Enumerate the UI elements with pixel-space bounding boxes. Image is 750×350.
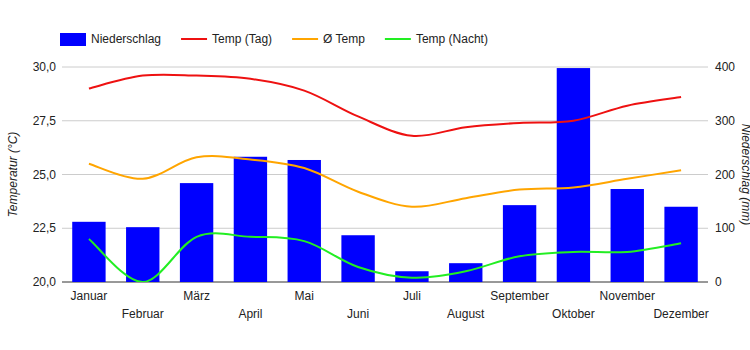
y-tick-label: 22,5 xyxy=(33,221,57,235)
x-tick-label: April xyxy=(238,307,262,321)
bar xyxy=(557,68,590,282)
x-tick-label: Dezember xyxy=(653,307,708,321)
y-tick-label: 30,0 xyxy=(33,60,57,74)
grid-line xyxy=(62,120,708,121)
legend-swatch xyxy=(181,38,207,40)
y2-axis-title: Niederschlag (mm) xyxy=(739,124,750,225)
x-tick-label: Oktober xyxy=(552,307,595,321)
y2-tick xyxy=(708,174,712,175)
y2-tick-label: 100 xyxy=(715,221,735,235)
x-tick-label: Januar xyxy=(71,289,108,303)
x-tick-label: Mai xyxy=(295,289,314,303)
x-tick-label: Juli xyxy=(403,289,421,303)
legend-swatch xyxy=(60,33,86,46)
y-axis-title: Temperatur (°C) xyxy=(6,132,20,218)
y2-tick xyxy=(708,228,712,229)
x-tick-label: September xyxy=(490,289,549,303)
y2-tick xyxy=(708,282,712,283)
legend-label: Temp (Nacht) xyxy=(416,32,488,46)
y2-tick-label: 200 xyxy=(715,168,735,182)
y2-tick xyxy=(708,67,712,68)
legend-swatch xyxy=(385,38,411,40)
x-tick-label: Juni xyxy=(347,307,369,321)
plot-area xyxy=(72,68,698,282)
y-tick-label: 27,5 xyxy=(33,114,57,128)
chart: 20,0 22,5 25,0 27,5 30,0 0 100 200 300 400 Tempera… xyxy=(0,0,750,350)
bar xyxy=(288,160,321,282)
grid-line xyxy=(62,67,708,68)
x-tick-label: Februar xyxy=(122,307,164,321)
legend-label: Temp (Tag) xyxy=(212,32,272,46)
bar xyxy=(341,235,374,282)
line xyxy=(89,75,681,137)
y2-tick-label: 0 xyxy=(715,275,722,289)
bar xyxy=(611,189,644,282)
legend-swatch xyxy=(292,38,318,40)
bar xyxy=(234,157,267,282)
line xyxy=(89,156,681,207)
legend-label: Niederschlag xyxy=(91,32,161,46)
y-tick-label: 25,0 xyxy=(33,168,57,182)
bar xyxy=(664,207,697,282)
x-tick-label: März xyxy=(183,289,210,303)
y2-tick-label: 400 xyxy=(715,60,735,74)
bar xyxy=(503,205,536,282)
bar xyxy=(126,227,159,282)
line xyxy=(89,233,681,282)
y2-tick xyxy=(708,120,712,121)
x-tick-label: August xyxy=(447,307,485,321)
y-tick-label: 20,0 xyxy=(33,275,57,289)
x-tick-label: November xyxy=(600,289,655,303)
legend-label: Ø Temp xyxy=(323,32,365,46)
y2-tick-label: 300 xyxy=(715,114,735,128)
bar xyxy=(180,183,213,282)
